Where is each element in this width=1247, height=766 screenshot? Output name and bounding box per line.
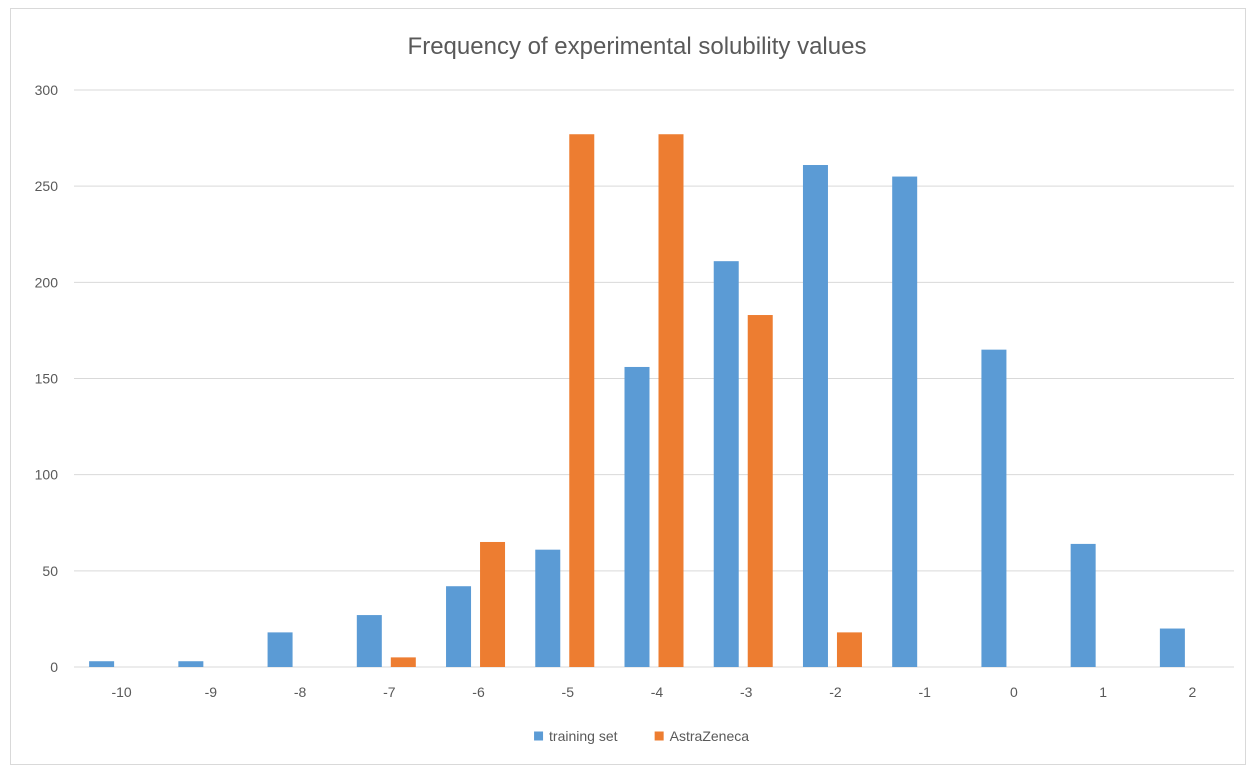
bar-training-set--7 [356,615,382,667]
chart-title: Frequency of experimental solubility val… [408,33,867,60]
x-tick-label: -4 [651,684,664,700]
legend-label: AstraZeneca [670,728,750,744]
bar-training-set-0 [981,349,1007,667]
legend-label: training set [549,728,618,744]
y-tick-label: 200 [35,274,59,290]
bar-training-set--1 [892,176,918,668]
bar-astrazeneca--2 [836,632,862,667]
gridlines [74,89,1234,668]
y-tick-label: 300 [35,82,59,98]
x-tick-label: -9 [205,684,218,700]
x-tick-label: 2 [1188,684,1196,700]
y-tick-label: 150 [35,371,59,387]
x-tick-label: -2 [829,684,842,700]
bar-training-set--2 [802,165,828,667]
y-tick-label: 0 [50,659,58,675]
y-tick-label: 250 [35,178,59,194]
x-tick-label: -5 [562,684,575,700]
legend-swatch-astrazeneca [654,731,664,741]
bar-astrazeneca--7 [390,657,416,667]
bar-astrazeneca--5 [569,134,595,667]
y-tick-label: 50 [42,563,58,579]
bar-training-set--3 [713,261,739,667]
bar-astrazeneca--3 [747,315,773,667]
bar-training-set-1 [1070,543,1096,667]
y-axis-tick-labels: 0 50 100 150 200 250 300 [35,82,59,675]
bar-training-set--6 [446,586,472,667]
bar-training-set--4 [624,366,650,667]
x-tick-label: 0 [1010,684,1018,700]
x-tick-label: -7 [383,684,396,700]
bar-astrazeneca--6 [480,541,506,667]
x-tick-label: 1 [1099,684,1107,700]
y-tick-label: 100 [35,467,59,483]
x-tick-label: -6 [472,684,485,700]
legend-swatch-training-set [534,731,544,741]
bar-astrazeneca--4 [658,134,684,667]
bar-training-set--8 [267,632,293,667]
bar-training-set--5 [535,549,561,667]
bar-training-set--9 [178,661,204,667]
x-tick-label: -1 [918,684,931,700]
x-tick-label: -3 [740,684,753,700]
bar-training-set-2 [1159,628,1185,667]
x-tick-label: -10 [111,684,131,700]
bars [89,134,1185,668]
legend: training set AstraZeneca [534,728,749,744]
x-axis-tick-labels: -10 -9 -8 -7 -6 -5 -4 -3 -2 -1 0 1 2 [111,684,1196,700]
bar-training-set--10 [89,661,115,667]
x-tick-label: -8 [294,684,307,700]
